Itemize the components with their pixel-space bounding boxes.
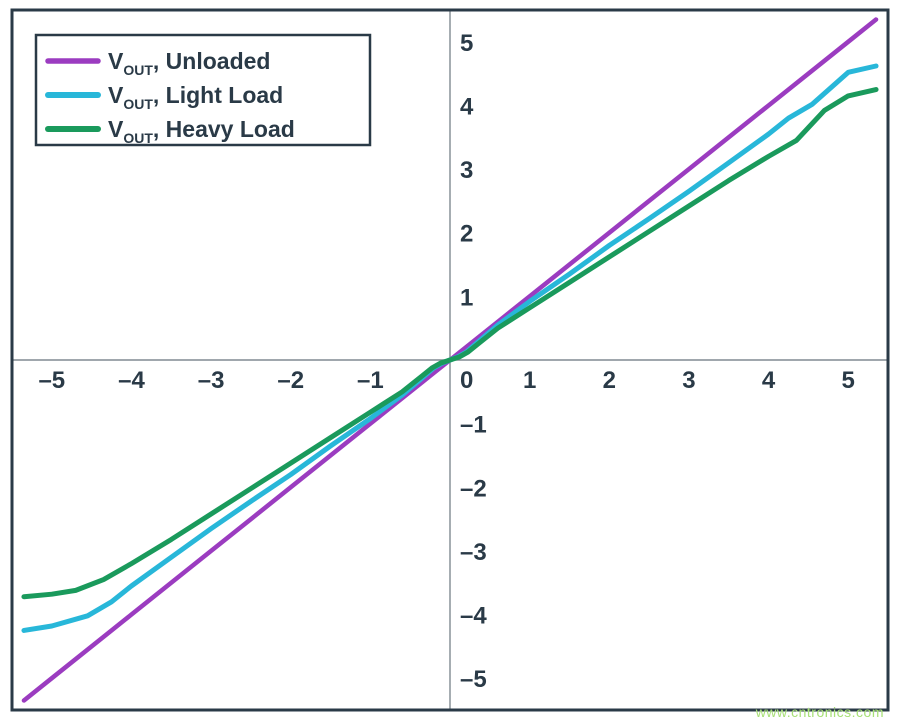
watermark-text: www.cntronics.com <box>756 704 884 720</box>
x-tick-label: 2 <box>603 367 616 394</box>
x-tick-label: –4 <box>118 367 145 394</box>
x-tick-label: 5 <box>842 367 855 394</box>
y-tick-label: 2 <box>460 221 473 248</box>
y-tick-label: 1 <box>460 284 473 311</box>
x-tick-label: –3 <box>198 367 225 394</box>
x-tick-label: –1 <box>357 367 384 394</box>
y-tick-label: 5 <box>460 30 473 57</box>
y-tick-label: –3 <box>460 539 487 566</box>
y-tick-label: –1 <box>460 412 487 439</box>
x-tick-label: –2 <box>277 367 304 394</box>
x-tick-label: 0 <box>460 367 473 394</box>
y-tick-label: 3 <box>460 157 473 184</box>
y-tick-label: –5 <box>460 666 487 693</box>
x-tick-label: 3 <box>682 367 695 394</box>
x-tick-label: –5 <box>38 367 65 394</box>
vout-chart: –5–4–3–2–1012345–5–4–3–2–112345VOUT, Unl… <box>0 0 900 728</box>
x-tick-label: 1 <box>523 367 536 394</box>
y-tick-label: –2 <box>460 475 487 502</box>
x-tick-label: 4 <box>762 367 776 394</box>
y-tick-label: 4 <box>460 93 474 120</box>
y-tick-label: –4 <box>460 603 487 630</box>
